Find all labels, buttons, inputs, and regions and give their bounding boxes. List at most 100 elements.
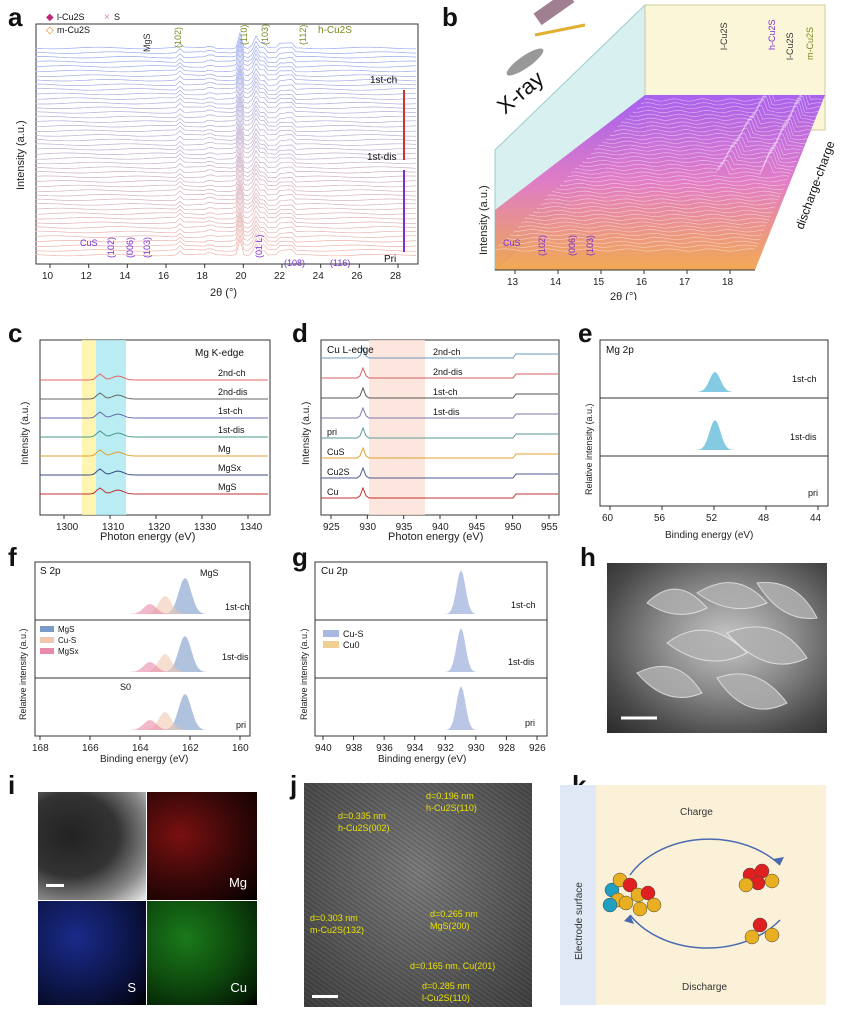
label-1st-ch: 1st-ch [370,75,397,86]
panel-g-xlabel: Binding energy (eV) [378,754,466,765]
panel-a-tick-label: 24 [313,271,325,282]
b-trace [536,206,775,210]
g-title: Cu 2p [321,566,348,577]
panel-c-ylabel: Intensity (a.u.) [20,402,31,465]
b-trace [560,183,786,187]
panel-d-letter: d [292,318,308,348]
panel-b-tick-label: 13 [507,277,519,288]
b-trace [544,198,779,202]
atom-ball [618,895,634,911]
hrtem-d5: d=0.165 nm, Cu(201) [410,961,496,971]
xrd-trace [35,80,417,100]
c-series-1 [40,392,268,400]
b-trace [571,161,791,175]
b-trace [563,179,788,183]
d-series-6 [321,466,558,479]
panel-d-tick-label: 955 [541,522,558,533]
d-series-0 [321,346,558,359]
panel-b-ylabel: Intensity (a.u.) [478,185,490,255]
e-peak-0 [680,372,750,392]
d-series-1 [321,366,558,379]
label-102-bot: (102) [106,237,116,258]
f-mgs-label: MgS [200,568,219,578]
g-row-1st-dis: 1st-dis [508,657,535,667]
legend-s: S [114,12,120,22]
b-trace [633,98,820,114]
xrd-trace [35,91,417,109]
hrtem-d1: d=0.335 nm [338,811,386,821]
xrd-trace [35,31,416,50]
e-row-1st-dis: 1st-dis [790,432,817,442]
f-legend-cu-s: Cu-S [58,636,76,645]
label-102-top: (102) [173,27,183,48]
b-trace [529,213,772,217]
xrd-trace [35,35,417,54]
panel-c-tick-label: 1310 [102,522,125,533]
xrd-trace [35,63,417,82]
panel-g-tick-label: 938 [346,743,363,754]
hrtem-p4: MgS(200) [430,921,470,931]
xrd-trace [35,86,417,105]
c-series-label: 1st-dis [218,425,245,435]
label-01l-bot: (01 L) [254,234,264,258]
mg-map: Mg [147,792,257,900]
b-trace [540,202,777,206]
svg-text:◇: ◇ [46,25,54,36]
f-peak [100,654,240,672]
k-discharge-label: Discharge [682,982,727,993]
label-mgs: MgS [142,33,152,52]
mg-map-label: Mg [228,875,247,890]
panel-e-tick-label: 52 [706,513,718,524]
xrd-trace [35,178,417,197]
b-trace [533,209,773,214]
hrtem-d4: d=0.265 nm [430,909,478,919]
b-trace [590,142,800,156]
panel-a-tick-label: 14 [119,271,131,282]
atom-ball [738,877,754,893]
hrtem-p1: h-Cu2S(002) [338,823,390,833]
label-112-top: (112) [298,25,308,45]
hrtem-d3: d=0.303 nm [310,913,358,923]
label-110-top: (110) [239,25,249,45]
panel-a-tick-label: 12 [81,271,93,282]
panel-d-tick-label: 945 [468,522,485,533]
hrtem-d2: d=0.196 nm [426,791,474,801]
panel-d-tick-label: 940 [432,522,449,533]
panel-f-ylabel: Relative intensity (a.u.) [18,628,28,720]
panel-g-tick-label: 934 [407,743,424,754]
xrd-trace [35,67,417,86]
xrd-trace [35,146,417,165]
b-trace [610,121,809,137]
atom-ball [750,875,766,891]
panel-e-mg2p: Mg 2p 1st-ch 1st-dis pri Relative intens… [584,339,829,541]
atom-ball [640,885,656,901]
panel-b-tick-label: 17 [679,277,691,288]
label-006-bot: (006) [125,237,135,258]
b-trace [498,244,757,248]
atom-ball [622,877,638,893]
e-peak-1 [680,420,750,450]
label-103-bot: (103) [142,237,152,258]
xrd-trace [35,118,416,137]
xrd-trace [35,108,417,128]
panel-c-tick-label: 1320 [148,522,171,533]
panel-d-tick-label: 925 [323,522,340,533]
xrd-trace [35,201,417,220]
xrd-trace [35,151,417,169]
b-trace [525,217,770,221]
b-trace [625,105,817,121]
svg-text:×: × [104,12,110,23]
f-row-1st-ch: 1st-ch [225,602,250,612]
f-peak [100,712,240,730]
panel-c-tick-label: 1340 [240,522,263,533]
panel-c-xlabel: Photon energy (eV) [100,531,195,543]
xrd-trace [35,99,417,119]
b-trace [617,115,813,129]
label-108-bot: (108) [284,258,305,268]
xrd-trace [35,155,417,174]
b-trace [513,229,765,233]
panel-g-tick-label: 940 [315,743,332,754]
b-trace [548,194,781,198]
b-trace [613,118,811,133]
panel-a-letter: a [8,2,23,32]
